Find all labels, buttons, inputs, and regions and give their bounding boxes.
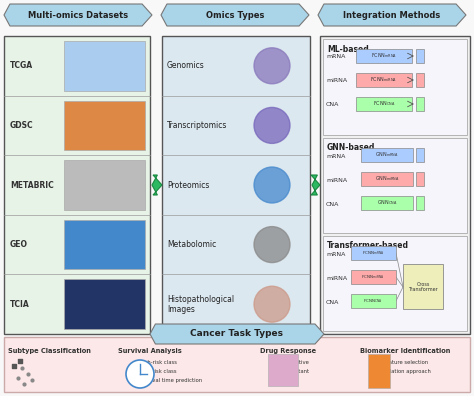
- Circle shape: [126, 360, 154, 388]
- Text: Proteomics: Proteomics: [167, 181, 210, 190]
- Text: mRNA: mRNA: [326, 55, 346, 59]
- Bar: [416, 97, 424, 111]
- Bar: [361, 196, 413, 210]
- Bar: [416, 73, 424, 87]
- Text: Metabolomic: Metabolomic: [167, 240, 216, 249]
- Point: [16, 358, 24, 364]
- Text: Cross
Transformer: Cross Transformer: [408, 282, 438, 292]
- Text: Histopathological
Images: Histopathological Images: [167, 295, 234, 314]
- Bar: [416, 172, 424, 186]
- Text: miRNA: miRNA: [326, 276, 347, 280]
- Text: CNA: CNA: [326, 103, 339, 107]
- Bar: [162, 36, 310, 334]
- Bar: [403, 264, 443, 309]
- Text: Transformer-based: Transformer-based: [327, 242, 409, 251]
- Polygon shape: [311, 175, 320, 195]
- Circle shape: [254, 107, 290, 143]
- Text: Omics Types: Omics Types: [206, 11, 264, 19]
- Text: GDSC: GDSC: [10, 121, 34, 130]
- Circle shape: [254, 48, 290, 84]
- Text: Biomarker Identification: Biomarker Identification: [360, 348, 450, 354]
- Bar: [416, 49, 424, 63]
- Circle shape: [254, 167, 290, 203]
- Bar: [268, 354, 298, 386]
- Bar: [368, 354, 390, 388]
- Bar: [64, 101, 145, 150]
- Bar: [323, 236, 467, 331]
- Bar: [351, 294, 396, 308]
- Bar: [320, 36, 470, 334]
- Text: METABRIC: METABRIC: [10, 181, 54, 190]
- Bar: [64, 280, 145, 329]
- Text: • Survival time prediction: • Survival time prediction: [134, 378, 202, 383]
- Text: GEO: GEO: [10, 240, 28, 249]
- Text: Survival Analysis: Survival Analysis: [118, 348, 182, 354]
- Text: Genomics: Genomics: [167, 61, 205, 70]
- Point: [28, 377, 36, 383]
- Bar: [356, 97, 412, 111]
- Circle shape: [254, 286, 290, 322]
- Text: • Sensitive: • Sensitive: [280, 360, 309, 365]
- Bar: [323, 138, 467, 233]
- Bar: [4, 36, 150, 334]
- Text: miRNA: miRNA: [326, 177, 347, 183]
- Text: mRNA: mRNA: [326, 251, 346, 257]
- Text: GNN-based: GNN-based: [327, 143, 375, 152]
- Text: GNN$_{\mathrm{CNA}}$: GNN$_{\mathrm{CNA}}$: [377, 198, 397, 208]
- Text: Transcriptomics: Transcriptomics: [167, 121, 228, 130]
- Text: GNN$_{\mathrm{miRNA}}$: GNN$_{\mathrm{miRNA}}$: [375, 175, 399, 183]
- Bar: [4, 337, 470, 392]
- Text: Drug Response: Drug Response: [260, 348, 316, 354]
- Polygon shape: [150, 324, 324, 344]
- Polygon shape: [318, 4, 466, 26]
- Text: TCIA: TCIA: [10, 300, 30, 309]
- Bar: [416, 196, 424, 210]
- Polygon shape: [4, 4, 152, 26]
- Bar: [361, 148, 413, 162]
- Point: [20, 381, 28, 387]
- Circle shape: [254, 227, 290, 263]
- Text: FCNN$_{\mathrm{CNA}}$: FCNN$_{\mathrm{CNA}}$: [363, 297, 383, 305]
- Bar: [356, 49, 412, 63]
- Text: Subtype Classification: Subtype Classification: [8, 348, 91, 354]
- Text: Integration Methods: Integration Methods: [343, 11, 441, 19]
- Text: miRNA: miRNA: [326, 78, 347, 84]
- Text: FCNN$_{\mathrm{CNA}}$: FCNN$_{\mathrm{CNA}}$: [373, 99, 395, 109]
- Bar: [323, 39, 467, 135]
- Text: CNA: CNA: [326, 299, 339, 305]
- Text: Cancer Task Types: Cancer Task Types: [191, 329, 283, 339]
- Text: • Ablation approach: • Ablation approach: [378, 369, 431, 374]
- Text: GNN$_{\mathrm{mRNA}}$: GNN$_{\mathrm{mRNA}}$: [375, 150, 399, 160]
- Bar: [351, 246, 396, 260]
- Text: FCNN$_{\mathrm{mRNA}}$: FCNN$_{\mathrm{mRNA}}$: [371, 51, 397, 61]
- Polygon shape: [152, 175, 162, 195]
- Text: TCGA: TCGA: [10, 61, 33, 70]
- Bar: [416, 148, 424, 162]
- Bar: [361, 172, 413, 186]
- Text: FCNN$_{\mathrm{miRNA}}$: FCNN$_{\mathrm{miRNA}}$: [361, 273, 384, 281]
- Bar: [351, 270, 396, 284]
- Text: FCNN$_{\mathrm{miRNA}}$: FCNN$_{\mathrm{miRNA}}$: [371, 76, 398, 84]
- Text: FCNN$_{\mathrm{mRNA}}$: FCNN$_{\mathrm{mRNA}}$: [362, 249, 384, 257]
- Text: • Low -risk class: • Low -risk class: [134, 369, 177, 374]
- Point: [18, 365, 26, 371]
- Bar: [356, 73, 412, 87]
- Bar: [64, 160, 145, 210]
- Text: • Feature selection: • Feature selection: [378, 360, 428, 365]
- Text: Multi-omics Datasets: Multi-omics Datasets: [28, 11, 128, 19]
- Bar: [64, 41, 145, 91]
- Text: mRNA: mRNA: [326, 154, 346, 158]
- Point: [10, 363, 18, 369]
- Polygon shape: [161, 4, 309, 26]
- Text: • High-risk class: • High-risk class: [134, 360, 177, 365]
- Point: [24, 371, 32, 377]
- Text: ML-based: ML-based: [327, 44, 369, 53]
- Text: CNA: CNA: [326, 202, 339, 206]
- Point: [14, 375, 22, 381]
- Bar: [64, 220, 145, 269]
- Text: • Resistant: • Resistant: [280, 369, 309, 374]
